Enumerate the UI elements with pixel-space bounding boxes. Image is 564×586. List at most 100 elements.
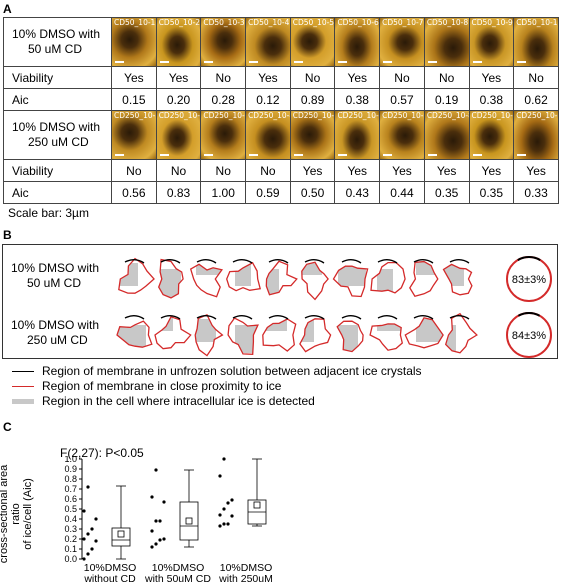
micrograph-cell: CD250_10-5 [289,110,336,160]
data-point [162,500,166,504]
panel-b-box: 10% DMSO with 50 uM CD 10% DMSO with 250… [2,244,558,359]
micrograph-cell: CD250_10-9 [468,110,515,160]
y-tick-label: 0.3 [64,524,77,534]
a-aic-value: 0.20 [155,88,202,111]
micrograph-image: CD250_10-4 [246,111,290,159]
cell-outline [116,320,153,348]
micrograph-cell: CD250_10-1 [111,110,157,160]
scale-bar-mark [338,61,348,63]
cell-outline [194,313,224,357]
scale-bar-mark [115,61,124,63]
b-row2-label-line1: 10% DMSO with [11,318,100,332]
intracellular-ice-region [266,269,279,295]
scale-bar-mark [293,61,303,63]
membrane-unfrozen-segment [304,315,325,320]
a-aic-value: 0.15 [111,88,157,111]
membrane-unfrozen-segment [449,259,470,264]
membrane-unfrozen-segment [232,259,253,264]
membrane-unfrozen-segment [196,315,217,320]
a-group1-title-line1: 10% DMSO with [12,27,101,41]
membrane-unfrozen-segment [341,315,362,320]
x-category-label-line: with 250uM [219,573,273,585]
cell-outline [227,317,259,355]
x-category-label-line: CD [206,585,286,586]
x-category-label-line: 10%DMSO [219,562,273,574]
membrane-unfrozen-segment [160,259,181,264]
data-point [82,509,86,513]
legend-item: Region of membrane in close proximity to… [12,379,281,393]
cell-outline [118,257,155,294]
micrograph-cell: CD250_10-3 [200,110,247,160]
micrograph-cell: CD250_10-2 [155,110,202,160]
cell-outline [154,316,192,350]
cell-outline [265,260,298,296]
a-group2-title-line1: 10% DMSO with [12,120,101,134]
a-aic-value: 0.38 [468,88,515,111]
a-viability-value: No [200,66,247,89]
micrograph-tag: CD250_10-7 [382,111,424,120]
a-viability-value: No [200,159,247,182]
summary-ring-unfrozen-arc [517,311,541,317]
a-aic-value: 0.83 [155,181,202,204]
data-point [90,547,94,551]
cell-outline [336,320,364,353]
panel-label-c: C [3,420,12,434]
data-point [226,522,230,526]
micrograph-image: CD250_10-2 [156,111,201,159]
micrograph-tag: CD250_10-1 [114,111,156,120]
a-viability-value: No [379,66,425,89]
micrograph-tag: CD250_10-9 [471,111,514,120]
b-row1-label-line1: 10% DMSO with [11,261,100,275]
micrograph-image: CD250_10-10 [514,111,558,159]
a-viability-value: Yes [379,159,425,182]
data-point [86,552,90,556]
data-point [218,524,222,528]
scale-bar-mark [338,154,348,156]
membrane-unfrozen-segment [377,259,398,264]
summary-ring-unfrozen-arc [517,256,541,261]
micrograph-cell: CD50_10-9 [468,17,515,67]
a-aic-value: 0.35 [423,181,470,204]
micrograph-tag: CD50_10-1 [114,18,156,27]
intracellular-ice-region [299,319,314,342]
micrograph-image: CD250_10-6 [335,111,380,159]
data-point [150,545,154,549]
cell-outlines: 83±3% 84±3% [116,256,552,358]
b-row1-label: 10% DMSO with 50 uM CD [11,261,99,291]
chart-y-axis-label: cross-sectional area ratio of ice/cell (… [0,454,34,574]
x-category-label: 10%DMSO with 50uM CD [138,563,218,585]
micrograph-image: CD250_10-9 [469,111,514,159]
micrograph-tag: CD50_10-5 [292,18,335,27]
membrane-unfrozen-segment [413,259,434,264]
scale-bar-mark [115,154,124,156]
micrograph-image: CD250_10-8 [424,111,469,159]
intracellular-ice-region [235,263,251,286]
a-viability-value: Yes [289,159,336,182]
micrograph-cell: CD250_10-7 [379,110,425,160]
micrograph-cell: CD250_10-8 [423,110,470,160]
a-viability-value: No [423,66,470,89]
data-point [158,538,162,542]
legend-text: Region of membrane in unfrozen solution … [42,364,422,378]
scale-bar-mark [472,154,482,156]
micrograph-tag: CD250_10-4 [248,111,290,120]
micrograph-image: CD50_10-10 [514,18,558,66]
a-viability-value: No [513,66,559,89]
cell-outline [226,261,262,292]
legend-swatch [12,399,34,405]
x-category-label: 10%DMSO without CD [70,563,150,585]
membrane-unfrozen-segment [124,315,145,320]
x-category-label-line: 10%DMSO [83,562,137,574]
panel-label-b: B [3,228,12,242]
a-viability-value: No [289,66,336,89]
scale-bar-label: Scale bar: 3µm [8,206,89,220]
data-point [154,468,158,472]
a-aic-value: 0.35 [468,181,515,204]
data-point [154,519,158,523]
cell-outline [404,317,444,349]
membrane-unfrozen-segment [377,315,398,320]
a-aic-value: 0.33 [513,181,559,204]
micrograph-image: CD50_10-2 [156,18,201,66]
a-viability-value: Yes [468,159,515,182]
a-viability-value: Yes [468,66,515,89]
